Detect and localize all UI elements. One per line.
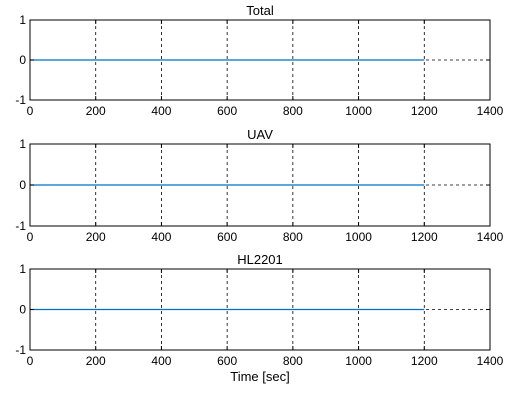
x-tick-label: 1000 (345, 230, 372, 244)
subplot-title: Total (246, 3, 274, 18)
y-tick-label: 0 (19, 53, 26, 67)
x-tick-label: 0 (27, 354, 34, 368)
y-tick-label: -1 (15, 93, 26, 107)
x-tick-label: 1000 (345, 104, 372, 118)
x-tick-label: 400 (151, 230, 171, 244)
y-tick-label: -1 (15, 343, 26, 357)
x-tick-label: 200 (86, 230, 106, 244)
x-tick-label: 800 (283, 354, 303, 368)
x-tick-label: 600 (217, 104, 237, 118)
x-tick-label: 1000 (345, 354, 372, 368)
y-tick-label: 0 (19, 178, 26, 192)
y-tick-label: -1 (15, 219, 26, 233)
x-tick-label: 1200 (411, 104, 438, 118)
x-tick-label: 600 (217, 230, 237, 244)
y-tick-label: 0 (19, 303, 26, 317)
x-tick-label: 1400 (477, 230, 504, 244)
x-tick-label: 800 (283, 104, 303, 118)
x-tick-label: 0 (27, 104, 34, 118)
y-tick-label: 1 (19, 262, 26, 276)
x-tick-label: 600 (217, 354, 237, 368)
y-tick-label: 1 (19, 137, 26, 151)
subplot-title: HL2201 (237, 252, 283, 267)
x-tick-label: 200 (86, 354, 106, 368)
x-tick-label: 400 (151, 104, 171, 118)
x-tick-label: 400 (151, 354, 171, 368)
subplot-title: UAV (247, 127, 273, 142)
x-axis-label: Time [sec] (230, 369, 289, 384)
x-tick-label: 0 (27, 230, 34, 244)
x-tick-label: 1200 (411, 230, 438, 244)
x-tick-label: 200 (86, 104, 106, 118)
x-tick-label: 1200 (411, 354, 438, 368)
x-tick-label: 1400 (477, 104, 504, 118)
x-tick-label: 800 (283, 230, 303, 244)
subplot-3: 0 200 400 600 800 1000 1200 1400-101HL2201Time … (15, 252, 503, 384)
x-tick-label: 1400 (477, 354, 504, 368)
y-tick-label: 1 (19, 13, 26, 27)
